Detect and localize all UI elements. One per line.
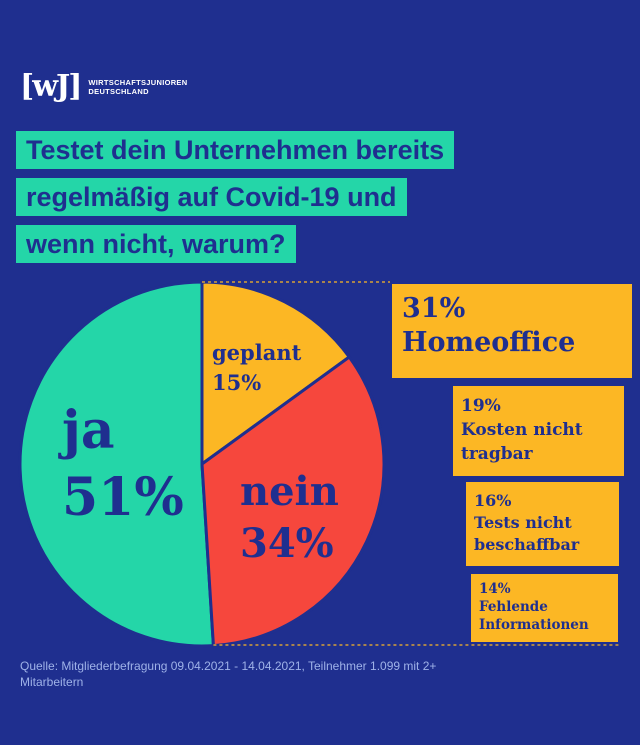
reason-box-informationen: 14% Fehlende Informationen	[471, 574, 618, 642]
logo: [wJ] WIRTSCHAFTSJUNIOREN DEUTSCHLAND	[20, 72, 187, 102]
slice-value-nein: 34%	[240, 520, 334, 567]
slice-value-geplant: 15%	[212, 370, 261, 395]
slice-label-nein: nein	[240, 468, 339, 515]
slice-label-geplant: geplant	[212, 340, 302, 365]
title-line-3: wenn nicht, warum?	[16, 225, 296, 263]
reason-label-homeoffice: Homeoffice	[402, 327, 576, 358]
slice-value-ja: 51%	[62, 467, 184, 528]
reason-label-tests: Tests nicht beschaffbar	[474, 513, 580, 554]
logo-text: WIRTSCHAFTSJUNIOREN DEUTSCHLAND	[88, 78, 187, 96]
reason-box-homeoffice: 31% Homeoffice	[392, 284, 632, 378]
pie-slice-geplant	[200, 280, 351, 466]
logo-line-2: DEUTSCHLAND	[88, 87, 149, 96]
reason-pct-kosten: 19%	[461, 396, 501, 416]
pie-slice-nein	[200, 355, 386, 648]
logo-line-1: WIRTSCHAFTSJUNIOREN	[88, 78, 188, 87]
title-line-2: regelmäßig auf Covid-19 und	[16, 178, 407, 216]
pie-slice-ja	[18, 280, 215, 648]
reason-box-kosten: 19% Kosten nicht tragbar	[453, 386, 624, 476]
reason-pct-tests: 16%	[474, 491, 512, 510]
logo-mark: [wJ]	[20, 69, 82, 104]
reason-pct-homeoffice: 31%	[402, 293, 466, 324]
reason-pct-informationen: 14%	[479, 581, 511, 597]
title-line-1: Testet dein Unternehmen bereits	[16, 131, 455, 169]
reason-label-kosten: Kosten nicht tragbar	[461, 420, 583, 464]
reason-label-informationen: Fehlende Informationen	[479, 599, 589, 633]
slice-label-ja: ja	[58, 400, 115, 461]
reason-box-tests: 16% Tests nicht beschaffbar	[466, 482, 619, 566]
source-note: Quelle: Mitgliederbefragung 09.04.2021 -…	[20, 659, 437, 689]
chart-title: Testet dein Unternehmen bereits regelmäß…	[16, 131, 455, 272]
